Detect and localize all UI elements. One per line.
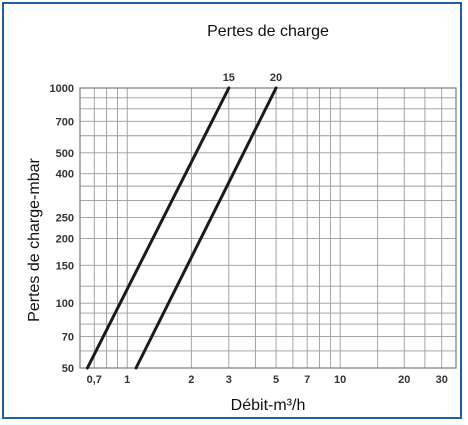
grid bbox=[79, 87, 456, 369]
y-tick-label: 50 bbox=[62, 363, 74, 375]
y-axis-label: Pertes de charge-mbar bbox=[26, 158, 43, 322]
series-label-20: 20 bbox=[270, 72, 282, 84]
series-label-15: 15 bbox=[223, 72, 235, 84]
x-tick-labels: 0,7 1 2 3 5 7 10 20 30 bbox=[87, 374, 448, 386]
y-tick-label: 70 bbox=[62, 332, 74, 344]
chart-title: Pertes de charge bbox=[207, 23, 329, 40]
x-tick-label: 0,7 bbox=[87, 374, 102, 386]
x-tick-label: 20 bbox=[398, 374, 410, 386]
x-tick-label: 1 bbox=[124, 374, 130, 386]
series-line-15 bbox=[85, 86, 231, 370]
y-tick-label: 700 bbox=[56, 116, 74, 128]
series-lines: 15 20 bbox=[85, 72, 282, 370]
x-tick-label: 30 bbox=[436, 374, 448, 386]
y-tick-label: 1000 bbox=[50, 83, 74, 95]
chart-frame bbox=[2, 2, 462, 419]
y-tick-label: 150 bbox=[56, 260, 74, 272]
y-tick-label: 500 bbox=[56, 148, 74, 160]
series-line-20 bbox=[134, 86, 278, 370]
x-axis-label: Débit-m³/h bbox=[231, 397, 306, 414]
y-tick-labels: 50 70 100 150 200 250 400 500 700 1000 bbox=[50, 83, 74, 375]
y-tick-label: 100 bbox=[56, 298, 74, 310]
x-tick-label: 3 bbox=[226, 374, 232, 386]
x-tick-label: 5 bbox=[273, 374, 279, 386]
plot-area-border bbox=[79, 87, 457, 369]
x-tick-label: 2 bbox=[188, 374, 194, 386]
y-tick-label: 400 bbox=[56, 169, 74, 181]
y-tick-label: 200 bbox=[56, 233, 74, 245]
x-tick-label: 7 bbox=[304, 374, 310, 386]
x-tick-label: 10 bbox=[334, 374, 346, 386]
y-tick-label: 250 bbox=[56, 213, 74, 225]
